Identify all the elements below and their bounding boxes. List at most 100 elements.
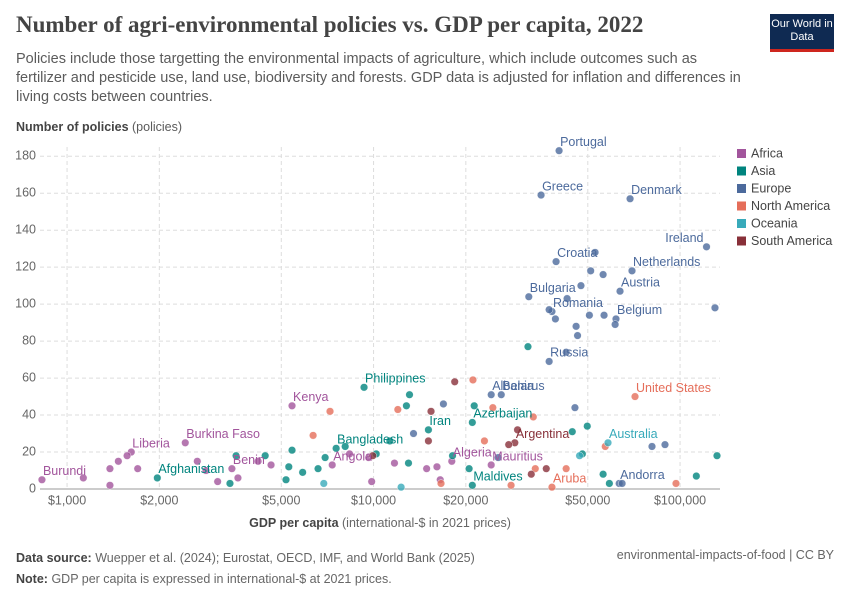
point-label: Benin: [233, 453, 265, 467]
point: [79, 473, 88, 482]
point-label: Austria: [621, 275, 660, 289]
legend-label: North America: [751, 199, 830, 213]
x-tick-label: $50,000: [565, 493, 610, 507]
point: [326, 407, 335, 416]
point: [385, 436, 394, 445]
point: [616, 287, 625, 296]
point: [648, 442, 657, 451]
y-tick-label: 20: [22, 444, 36, 458]
point: [468, 375, 477, 384]
point: [599, 270, 608, 279]
point: [367, 477, 376, 486]
title: Number of agri-environmental policies vs…: [16, 12, 644, 37]
y-label: Number of policies: [16, 120, 129, 134]
point: [227, 464, 236, 473]
logo[interactable]: Our World in Data: [770, 14, 834, 52]
point-label: Bulgaria: [530, 281, 576, 295]
point: [427, 407, 436, 416]
point: [562, 348, 571, 357]
point-label: Mauritius: [492, 449, 543, 463]
point: [487, 460, 496, 469]
note-label: Note:: [16, 572, 48, 586]
point-label: Australia: [609, 427, 658, 441]
point: [563, 294, 572, 303]
point-label: Angola: [333, 449, 372, 463]
point: [437, 479, 446, 488]
point-label: Algeria: [453, 446, 492, 460]
x-tick-label: $2,000: [140, 493, 178, 507]
point: [552, 257, 561, 266]
point: [591, 248, 600, 257]
point-label: Croatia: [557, 246, 597, 260]
point-label: Netherlands: [633, 255, 700, 269]
point: [470, 401, 479, 410]
point: [494, 453, 503, 462]
point: [545, 357, 554, 366]
point: [599, 470, 608, 479]
point-label: Albania: [492, 379, 534, 393]
point: [288, 401, 297, 410]
x-label: GDP per capita: [249, 516, 339, 530]
point: [562, 464, 571, 473]
point: [465, 464, 474, 473]
subtitle: Policies include those targetting the en…: [16, 51, 741, 105]
legend-swatch: [737, 149, 746, 158]
point-label: United States: [636, 381, 711, 395]
legend-label: Asia: [751, 164, 775, 178]
point: [468, 418, 477, 427]
point: [213, 477, 222, 486]
x-axis-title: GDP per capita (international-$ in 2021 …: [249, 516, 511, 530]
point: [529, 412, 538, 421]
point: [332, 444, 341, 453]
point: [497, 390, 506, 399]
point: [573, 331, 582, 340]
point-label: Belgium: [617, 303, 662, 317]
point: [341, 442, 350, 451]
point: [284, 462, 293, 471]
point-label: Argentina: [516, 427, 570, 441]
y-tick-label: 60: [22, 370, 36, 384]
point: [604, 438, 613, 447]
y-tick-label: 0: [29, 481, 36, 495]
point-label: Iran: [429, 414, 451, 428]
note-text: GDP per capita is expressed in internati…: [51, 572, 392, 586]
point: [527, 470, 536, 479]
y-tick-label: 120: [15, 259, 36, 273]
point-label: Liberia: [132, 436, 170, 450]
point: [233, 473, 242, 482]
y-tick-label: 140: [15, 222, 36, 236]
point: [448, 451, 457, 460]
point-labels: Kenya Liberia Burkina Faso Burundi Benin Ango…: [43, 135, 711, 485]
point: [37, 475, 46, 484]
point-label: Aruba: [553, 471, 586, 485]
point: [321, 453, 330, 462]
point: [133, 464, 142, 473]
chart: GDP per capita (international-$ in 2021 …: [15, 135, 832, 530]
point: [105, 481, 114, 490]
point: [618, 479, 627, 488]
point: [626, 194, 635, 203]
point: [409, 429, 418, 438]
y-tick-label: 100: [15, 296, 36, 310]
point-label: Azerbaijan: [473, 407, 532, 421]
source-label: Data source:: [16, 551, 92, 565]
point: [523, 342, 532, 351]
point: [586, 266, 595, 275]
point: [585, 311, 594, 320]
y-unit: (policies): [132, 120, 183, 134]
point: [507, 481, 516, 490]
point-label: Philippines: [365, 372, 425, 386]
point: [397, 483, 406, 492]
legend-label: Africa: [751, 146, 783, 160]
point-label: Bangladesh: [337, 433, 403, 447]
point: [583, 422, 592, 431]
point: [551, 314, 560, 323]
point: [422, 464, 431, 473]
point: [193, 457, 202, 466]
point: [713, 451, 722, 460]
point-label: Kenya: [293, 390, 328, 404]
legend-swatch: [737, 236, 746, 246]
point: [225, 479, 234, 488]
license[interactable]: environmental-impacts-of-food | CC BY: [616, 548, 834, 562]
point-label: Burundi: [43, 464, 86, 478]
